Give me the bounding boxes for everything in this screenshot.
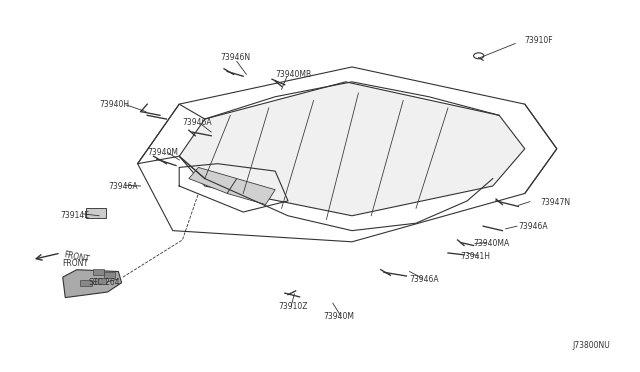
Polygon shape (179, 82, 525, 216)
Text: SEC.264: SEC.264 (88, 278, 120, 287)
Text: 73946A: 73946A (518, 222, 548, 231)
Polygon shape (86, 208, 106, 218)
Text: 73946A: 73946A (182, 118, 212, 127)
Text: FRONT: FRONT (63, 250, 90, 264)
Text: 73946A: 73946A (109, 182, 138, 190)
Text: 73910Z: 73910Z (278, 302, 308, 311)
Text: 73940H: 73940H (99, 100, 129, 109)
Text: J73800NU: J73800NU (573, 341, 611, 350)
Text: 73940MA: 73940MA (474, 239, 510, 248)
Text: 73946N: 73946N (221, 53, 251, 62)
Polygon shape (80, 280, 92, 286)
Text: 73947N: 73947N (541, 198, 571, 207)
Text: 73941H: 73941H (461, 252, 491, 261)
Text: 73940MB: 73940MB (275, 70, 311, 79)
Polygon shape (63, 270, 122, 298)
Text: 73940M: 73940M (147, 148, 178, 157)
Polygon shape (189, 167, 237, 193)
Text: 73910F: 73910F (525, 36, 554, 45)
Text: 73940M: 73940M (323, 312, 354, 321)
Text: 73946A: 73946A (410, 275, 439, 283)
Text: FRONT: FRONT (63, 259, 89, 268)
Polygon shape (104, 272, 115, 278)
Polygon shape (93, 269, 104, 275)
Polygon shape (95, 278, 106, 284)
Text: 73914E: 73914E (61, 211, 90, 220)
Polygon shape (227, 179, 275, 205)
